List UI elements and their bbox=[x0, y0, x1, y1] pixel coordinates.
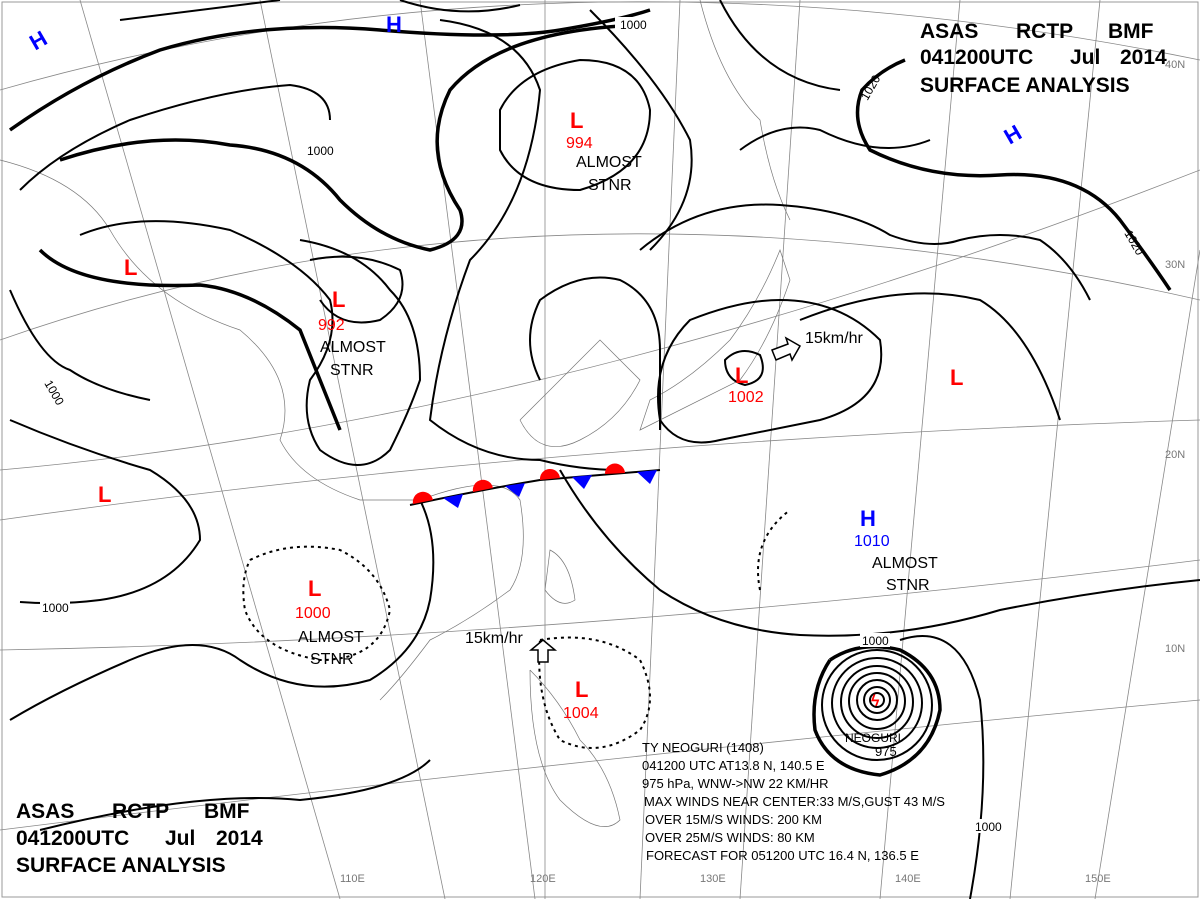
warm-front-marker bbox=[604, 463, 625, 474]
lat-label: 30N bbox=[1165, 259, 1185, 271]
high-value: 1010 bbox=[854, 533, 890, 550]
svg-text:MAX WINDS NEAR CENTER:33 M/S,G: MAX WINDS NEAR CENTER:33 M/S,GUST 43 M/S bbox=[644, 794, 945, 809]
isobar-label: 1000 bbox=[41, 378, 67, 408]
svg-text:BMF: BMF bbox=[1108, 20, 1154, 43]
isobar-label: 1020 bbox=[858, 72, 884, 102]
isobars bbox=[8, 0, 1200, 899]
lon-label: 150E bbox=[1085, 873, 1111, 885]
svg-text:RCTP: RCTP bbox=[112, 800, 169, 823]
svg-text:041200 UTC AT13.8 N, 140.5 E: 041200 UTC AT13.8 N, 140.5 E bbox=[642, 758, 825, 773]
motion-arrow-icon bbox=[771, 336, 802, 362]
stnr-label: STNR bbox=[310, 651, 354, 668]
motion-speed-label: 15km/hr bbox=[805, 330, 863, 347]
lon-label: 120E bbox=[530, 873, 556, 885]
motion-arrow-icon bbox=[528, 639, 558, 663]
low-symbol: L bbox=[950, 365, 963, 390]
svg-text:TY NEOGURI (1408): TY NEOGURI (1408) bbox=[642, 740, 764, 755]
svg-text:Jul: Jul bbox=[165, 827, 195, 850]
lon-label: 140E bbox=[895, 873, 921, 885]
svg-text:OVER 15M/S WINDS: 200 KM: OVER 15M/S WINDS: 200 KM bbox=[645, 812, 822, 827]
typhoon-icon: ϟ bbox=[871, 693, 880, 710]
pressure-centers: L 994 L 992 L 1000 L 1004 L 1002 H 1010 … bbox=[25, 12, 1026, 722]
cold-front-marker bbox=[443, 494, 463, 508]
svg-text:Jul: Jul bbox=[1070, 46, 1100, 69]
lon-label: 130E bbox=[700, 873, 726, 885]
low-symbol: L bbox=[98, 482, 111, 507]
low-symbol: L bbox=[570, 108, 583, 133]
low-symbol: L bbox=[124, 255, 137, 280]
svg-text:041200UTC: 041200UTC bbox=[16, 827, 129, 850]
stnr-label: STNR bbox=[886, 577, 930, 594]
svg-text:975 hPa, WNW->NW 22 KM/HR: 975 hPa, WNW->NW 22 KM/HR bbox=[642, 776, 829, 791]
svg-text:2014: 2014 bbox=[1120, 46, 1167, 69]
typhoon-pressure: 975 bbox=[875, 744, 897, 759]
header-bottom: ASAS RCTP BMF 041200UTC Jul 2014 SURFACE… bbox=[16, 800, 263, 877]
lon-label: 110E bbox=[340, 873, 365, 885]
stnr-label: STNR bbox=[330, 362, 374, 379]
low-symbol: L bbox=[308, 576, 321, 601]
coastlines bbox=[0, 0, 791, 828]
stnr-label: ALMOST bbox=[576, 154, 642, 171]
svg-text:ASAS: ASAS bbox=[920, 20, 978, 43]
lat-label: 20N bbox=[1165, 449, 1185, 461]
warm-front-marker bbox=[472, 479, 493, 492]
low-symbol: L bbox=[575, 677, 588, 702]
svg-text:2014: 2014 bbox=[216, 827, 263, 850]
high-symbol: H bbox=[25, 26, 51, 56]
low-value: 994 bbox=[566, 135, 593, 152]
isobar-label: 1000 bbox=[862, 634, 889, 648]
stnr-label: ALMOST bbox=[298, 629, 364, 646]
cold-front-marker bbox=[572, 475, 592, 489]
warm-front-marker bbox=[539, 468, 560, 480]
low-value: 1000 bbox=[295, 605, 331, 622]
isobar-label: 1000 bbox=[42, 601, 69, 615]
svg-text:ASAS: ASAS bbox=[16, 800, 74, 823]
high-symbol: H bbox=[1000, 120, 1026, 150]
low-value: 992 bbox=[318, 317, 345, 334]
low-value: 1002 bbox=[728, 389, 764, 406]
low-symbol: L bbox=[735, 363, 748, 388]
isobar-label: 1000 bbox=[307, 144, 334, 158]
typhoon-name: NEOGURI bbox=[845, 731, 901, 745]
isobar-label: 1000 bbox=[620, 18, 647, 32]
lat-label: 10N bbox=[1165, 643, 1185, 655]
svg-text:BMF: BMF bbox=[204, 800, 250, 823]
typhoon-info: TY NEOGURI (1408) 041200 UTC AT13.8 N, 1… bbox=[642, 740, 945, 863]
header-top: ASAS RCTP BMF 041200UTC Jul 2014 SURFACE… bbox=[920, 20, 1167, 97]
svg-text:OVER 25M/S WINDS: 80 KM: OVER 25M/S WINDS: 80 KM bbox=[645, 830, 815, 845]
stationary-front bbox=[409, 463, 661, 508]
svg-text:041200UTC: 041200UTC bbox=[920, 46, 1033, 69]
svg-text:SURFACE ANALYSIS: SURFACE ANALYSIS bbox=[920, 74, 1130, 97]
stnr-label: STNR bbox=[588, 177, 632, 194]
stnr-label: ALMOST bbox=[320, 339, 386, 356]
isobar-label: 1000 bbox=[975, 820, 1002, 834]
cold-front-marker bbox=[505, 483, 525, 497]
warm-front-marker bbox=[412, 491, 433, 504]
svg-text:FORECAST FOR 051200 UTC 16.4 N: FORECAST FOR 051200 UTC 16.4 N, 136.5 E bbox=[646, 848, 919, 863]
low-value: 1004 bbox=[563, 705, 599, 722]
motion-speed-label: 15km/hr bbox=[465, 630, 523, 647]
lat-label: 40N bbox=[1165, 59, 1185, 71]
low-symbol: L bbox=[332, 287, 345, 312]
svg-text:SURFACE ANALYSIS: SURFACE ANALYSIS bbox=[16, 854, 226, 877]
high-symbol: H bbox=[860, 506, 876, 531]
cold-front-marker bbox=[637, 470, 657, 484]
stnr-label: ALMOST bbox=[872, 555, 938, 572]
high-symbol: H bbox=[386, 12, 402, 37]
svg-text:RCTP: RCTP bbox=[1016, 20, 1073, 43]
